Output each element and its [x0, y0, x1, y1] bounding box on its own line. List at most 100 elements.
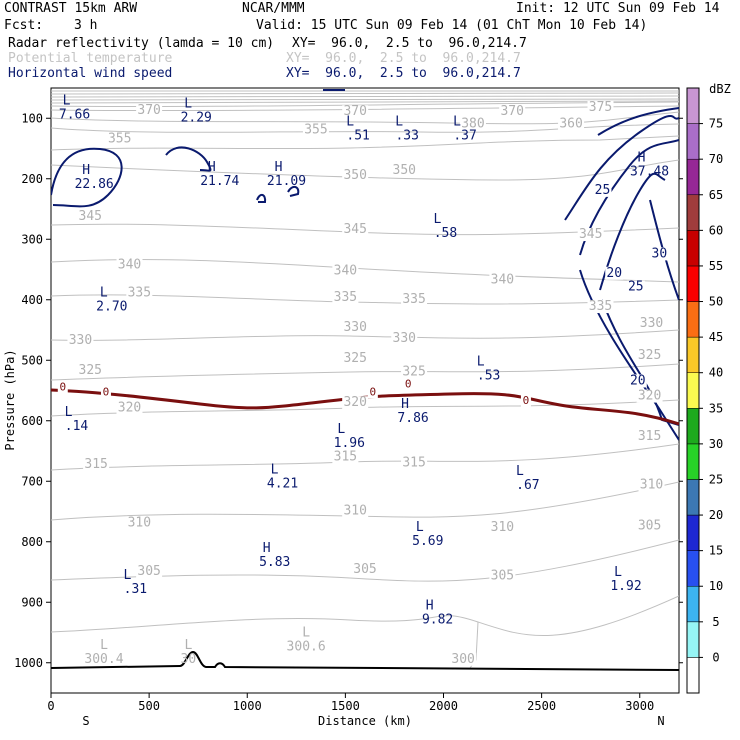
colorbar-swatch [686, 265, 700, 302]
y-tick-label: 100 [21, 111, 43, 125]
colorbar-level-label: 10 [709, 579, 723, 593]
south-label: S [82, 714, 89, 728]
theta-extremum-type: L [100, 638, 108, 653]
theta-contour-label: 375 [589, 100, 612, 115]
theta-contour-label: 370 [137, 103, 160, 118]
theta-extremum-type: L [184, 638, 192, 653]
theta-label-bg [638, 478, 665, 492]
wind-contour-label: 25 [628, 280, 644, 295]
colorbar-level-label: 15 [709, 544, 723, 558]
wind-extremum-type: L [346, 114, 354, 129]
wind-contour-label: 25 [595, 183, 611, 198]
theta-contour-label: 315 [334, 450, 357, 465]
reflectivity-colorbar: dBZ 0 5 10 15 20 25 30 35 40 45 50 55 60 65 70 75 [686, 82, 731, 694]
theta-contour-label: 380 [461, 116, 484, 131]
wind-extremum-value: .31 [124, 582, 147, 597]
theta-contour-label: 355 [108, 131, 131, 146]
colorbar-swatch [686, 336, 700, 373]
theta-contour-label: 355 [304, 122, 327, 137]
theta-extremum-value: 300.4 [84, 652, 123, 667]
wind-extremum-value: 7.86 [397, 411, 428, 426]
colorbar-level-label: 20 [709, 508, 723, 522]
wind-extremum-type: L [100, 286, 108, 301]
theta-contour-label: 335 [128, 286, 151, 301]
wind-contour-label: 30 [652, 246, 668, 261]
theta-contour-label: 340 [491, 272, 514, 287]
wind-extremum-value: .58 [434, 226, 457, 241]
wind-extremum-value: .67 [516, 478, 539, 493]
init-time: Init: 12 UTC Sun 09 Feb 14 [516, 1, 720, 16]
wind-extremum-value: 2.70 [96, 300, 127, 315]
theta-contour-label: 360 [559, 116, 582, 131]
colorbar-swatch [686, 123, 700, 160]
theta-contour-label: 345 [579, 227, 602, 242]
theta-label-bg [489, 569, 516, 583]
wind-extremum-type: L [516, 464, 524, 479]
freezing-level-label: 0 [405, 377, 412, 390]
wind-label-bg [650, 247, 669, 261]
theta-label-bg [638, 316, 665, 330]
theta-contour-lines [51, 90, 679, 669]
theta-extremum-value: 30 [181, 652, 197, 667]
x-tick-label: 2000 [429, 699, 458, 713]
theta-label-bg [342, 321, 369, 335]
wind-label-bg [605, 266, 624, 280]
freezing-level-label: 0 [523, 394, 530, 407]
theta-label-bg [450, 652, 477, 666]
field-xy-wind: XY= 96.0, 2.5 to 96.0,214.7 [286, 66, 521, 81]
x-axis: 0 500 1000 1500 2000 2500 3000 [47, 693, 654, 713]
colorbar-swatch [686, 514, 700, 551]
theta-contour-label: 310 [343, 504, 366, 519]
theta-contour-label: 345 [79, 209, 102, 224]
plot-frame [50, 87, 680, 694]
theta-label-bg [342, 504, 369, 518]
theta-label-bg [136, 565, 163, 579]
wind-extremum-value: .53 [477, 369, 500, 384]
wind-extremum-value: 9.82 [422, 612, 453, 627]
wind-extremum-type: L [434, 212, 442, 227]
terrain-line [51, 650, 679, 671]
theta-contour-label: 305 [137, 564, 160, 579]
field-name-wind: Horizontal wind speed [8, 66, 173, 81]
wind-label-bg [593, 183, 612, 197]
wind-extremum-type: L [416, 520, 424, 535]
theta-contour-label: 315 [638, 429, 661, 444]
colorbar-level-label: 35 [709, 401, 723, 415]
theta-contour-label: 325 [79, 363, 102, 378]
x-tick-label: 2500 [527, 699, 556, 713]
field-name-theta: Potential temperature [8, 51, 173, 66]
wind-extremum-type: H [263, 541, 271, 556]
theta-label-bg [489, 520, 516, 534]
colorbar-swatch [686, 657, 700, 694]
wind-extremum-value: .14 [65, 419, 89, 434]
wind-extremum-type: L [123, 568, 131, 583]
y-tick-label: 900 [21, 595, 43, 609]
theta-contour-label: 315 [402, 456, 425, 471]
colorbar-swatch [686, 87, 700, 124]
theta-contour-label: 370 [343, 104, 366, 119]
freezing-level-label: 0 [370, 385, 377, 398]
colorbar-swatch [686, 550, 700, 587]
colorbar-swatch [686, 408, 700, 445]
theta-label-bg [332, 264, 359, 278]
wind-extremum-type: L [65, 405, 73, 420]
theta-label-bg [401, 292, 428, 306]
theta-contour-label: 310 [491, 520, 514, 535]
colorbar-swatch [686, 585, 700, 623]
colorbar-level-label: 25 [709, 472, 723, 486]
theta-label-bg [577, 228, 604, 242]
theta-label-bg [332, 290, 359, 304]
theta-contour-label: 320 [638, 389, 661, 404]
y-tick-label: 500 [21, 353, 43, 367]
y-tick-label: 400 [21, 293, 43, 307]
field-xy-reflectivity: XY= 96.0, 2.5 to 96.0,214.7 [292, 36, 527, 51]
wind-extremum-value: 2.29 [181, 110, 212, 125]
north-label: N [657, 714, 664, 728]
theta-contour-label: 350 [393, 163, 416, 178]
theta-contour-label: 310 [128, 516, 151, 531]
theta-contour-label: 370 [500, 104, 523, 119]
wind-extremum-value: 37.48 [630, 165, 669, 180]
colorbar-level-label: 30 [709, 437, 723, 451]
wind-extremum-value: .33 [395, 128, 418, 143]
theta-contour-label: 325 [638, 348, 661, 363]
